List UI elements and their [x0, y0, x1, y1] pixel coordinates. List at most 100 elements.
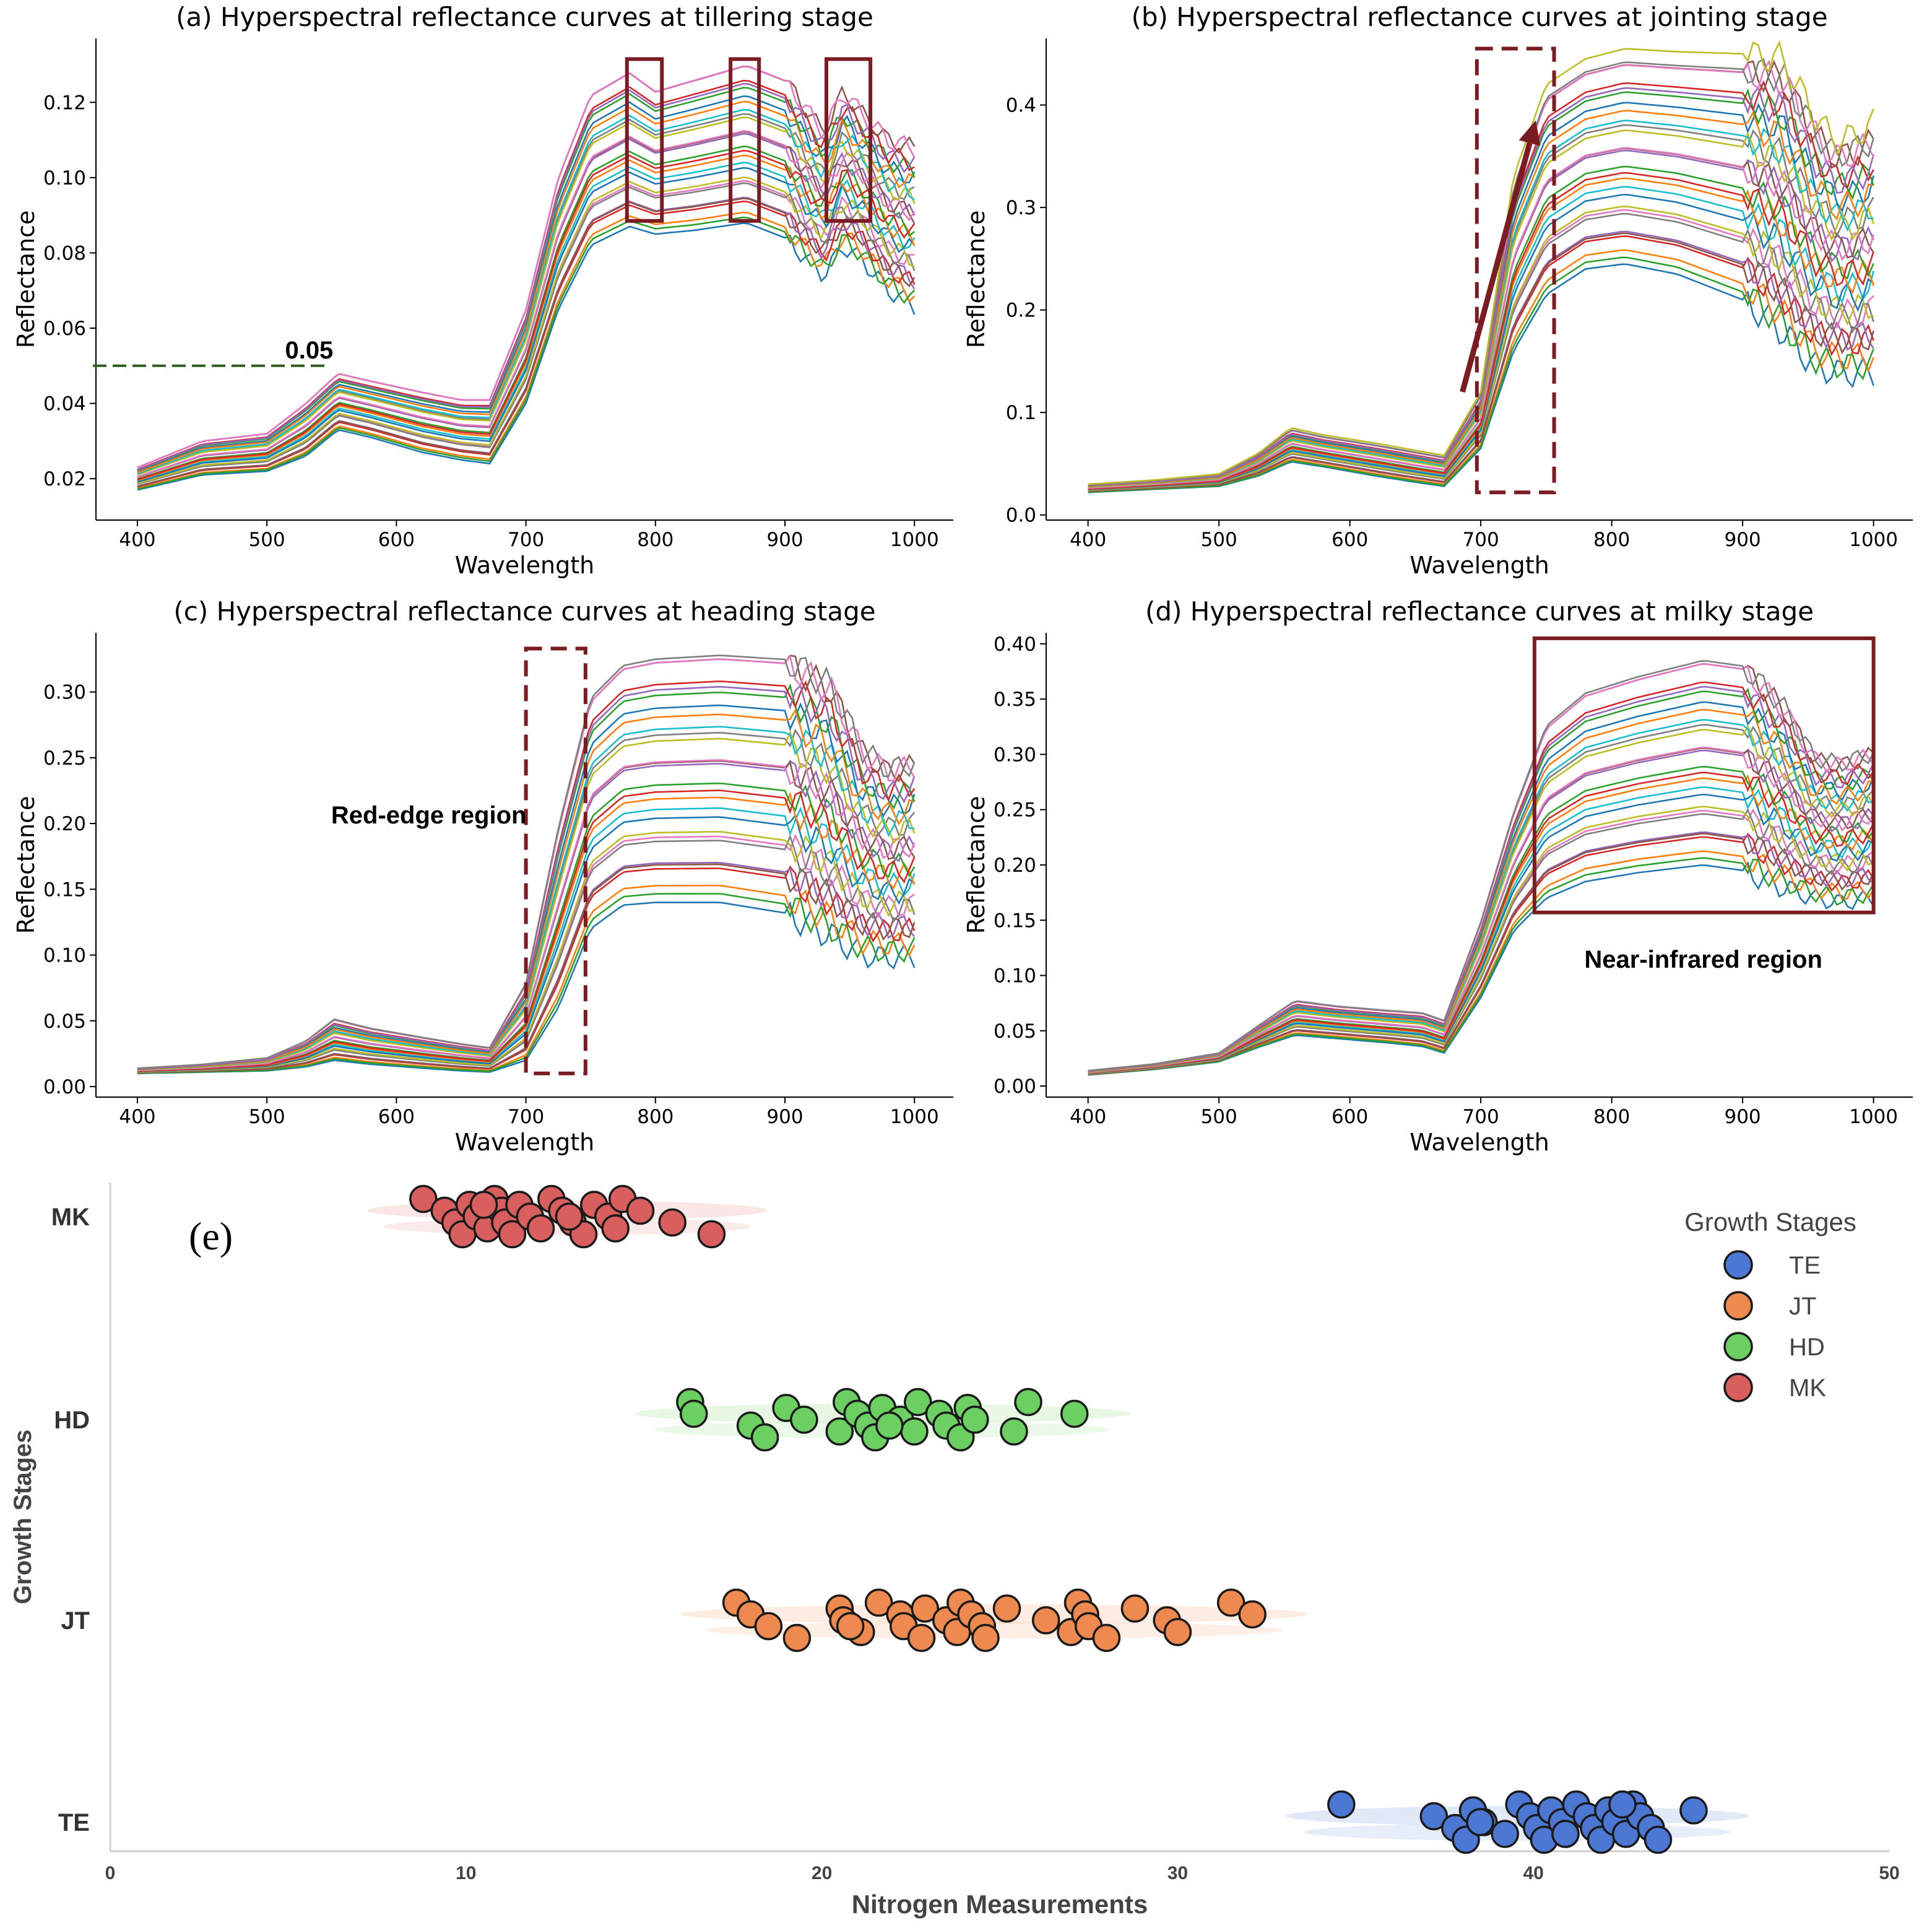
y-tick-label: 0.3 [1006, 197, 1036, 219]
data-point-mk [526, 1214, 555, 1243]
data-point-te [1327, 1790, 1356, 1819]
spectrum-curve [137, 82, 916, 471]
y-axis-label: Growth Stages [9, 1430, 37, 1604]
legend-label: HD [1789, 1334, 1825, 1361]
data-point-hd [900, 1417, 929, 1446]
spectrum-curve [1088, 746, 1874, 1074]
spectrum-curve [1088, 771, 1874, 1074]
data-point-jt [754, 1612, 783, 1641]
spectrum-curve [137, 87, 916, 472]
data-point-jt [1163, 1618, 1192, 1646]
x-tick-label: 800 [637, 1106, 674, 1128]
legend-marker [1723, 1332, 1753, 1361]
spectrum-curve [1088, 857, 1874, 1076]
x-tick-label: 50 [1879, 1863, 1899, 1883]
spectrum-curve [1088, 85, 1874, 487]
x-axis-label: Wavelength [1410, 552, 1549, 579]
y-tick-label: 0.10 [994, 965, 1036, 988]
spectrum-curve [1088, 663, 1874, 1072]
y-tick-label: 0.04 [43, 393, 86, 415]
spectrum-curve [1088, 663, 1874, 1072]
legend-marker [1723, 1250, 1753, 1280]
x-tick-label: 1000 [1849, 1106, 1898, 1128]
spectrum-curve [137, 132, 916, 478]
panel-label: (e) [189, 1214, 233, 1258]
increase-arrow-shaft [1460, 142, 1533, 393]
data-point-jt [836, 1612, 865, 1641]
nir-box [1532, 636, 1876, 914]
spectrum-curve [1088, 724, 1874, 1073]
legend-marker [1723, 1291, 1753, 1321]
data-point-hd [679, 1399, 708, 1428]
data-point-hd [1060, 1399, 1089, 1428]
x-tick-label: 500 [1201, 1106, 1237, 1128]
x-tick-label: 700 [508, 1106, 544, 1128]
x-tick-label: 600 [1332, 1106, 1368, 1128]
data-point-jt [911, 1594, 940, 1623]
data-point-hd [875, 1411, 904, 1440]
x-tick-label: 600 [378, 529, 415, 551]
threshold-label: 0.05 [285, 337, 333, 364]
x-tick-label: 700 [1463, 1106, 1499, 1128]
y-tick-label: 0.1 [1006, 402, 1036, 424]
chart-title: (a) Hyperspectral reflectance curves at … [176, 2, 873, 32]
x-tick-label: 600 [378, 1106, 415, 1128]
spectrum-curve [1088, 40, 1874, 485]
data-point-mk [658, 1208, 687, 1237]
data-point-hd [790, 1405, 818, 1434]
data-point-mk [626, 1196, 655, 1225]
chart-title: (b) Hyperspectral reflectance curves at … [1131, 2, 1827, 32]
data-point-jt [992, 1594, 1021, 1623]
x-tick-label: 400 [1070, 1106, 1106, 1128]
x-tick-label: 800 [637, 529, 674, 551]
data-point-te [1608, 1790, 1637, 1819]
y-tick-label: 0.15 [43, 879, 86, 901]
spectrum-curve [137, 131, 916, 478]
spectrum-curve [137, 216, 916, 490]
data-point-te [1644, 1825, 1673, 1854]
y-tick-label: 0.25 [994, 799, 1036, 822]
legend: Growth Stages TE JT HD MK [1684, 1207, 1856, 1402]
x-tick-label: 1000 [890, 1106, 939, 1128]
red-edge-box [1475, 46, 1556, 495]
y-tick-label: 0.05 [994, 1020, 1036, 1043]
x-tick-label: 400 [119, 1106, 155, 1128]
spectrum-curve [137, 100, 915, 474]
data-point-te [1679, 1796, 1708, 1825]
data-point-mk [409, 1184, 438, 1214]
x-tick-label: 800 [1593, 1106, 1630, 1128]
spectrum-curve [137, 863, 916, 1074]
x-tick-label: 1000 [890, 529, 939, 551]
data-point-te [1419, 1802, 1449, 1831]
x-tick-label: 900 [1724, 1106, 1761, 1128]
spectrum-curve [137, 95, 916, 473]
y-tick-label: 0.0 [1006, 505, 1036, 527]
spectrum-curve [1088, 685, 1874, 1072]
spectrum-curve [1088, 256, 1874, 493]
data-point-mk [697, 1220, 726, 1249]
chart-title: (d) Hyperspectral reflectance curves at … [1145, 596, 1814, 627]
data-point-hd [1014, 1387, 1042, 1417]
legend-label: MK [1789, 1374, 1826, 1402]
legend-label: JT [1789, 1293, 1816, 1320]
y-tick-label: 0.10 [43, 945, 86, 967]
y-tick-label: 0.25 [43, 747, 86, 770]
data-point-jt [907, 1623, 936, 1652]
data-point-jt [1031, 1606, 1060, 1635]
y-tick-label: 0.2 [1006, 300, 1036, 322]
x-tick-label: 20 [812, 1863, 832, 1883]
highlight-box [625, 57, 664, 223]
y-tick-label: 0.15 [994, 910, 1036, 932]
spectrum-curve [137, 176, 915, 485]
y-tick-label: 0.00 [43, 1076, 86, 1098]
spectrum-curve [1088, 747, 1874, 1074]
x-tick-label: 500 [249, 529, 285, 551]
y-tick-label: 0.12 [43, 92, 86, 114]
panel-d: 400 500 600 700 800 900 1000 0.00 0.05 0.10 0.15 0.… [963, 596, 1913, 1156]
y-axis-label: Reflectance [963, 796, 990, 934]
y-axis-label: Reflectance [963, 211, 990, 349]
legend-marker [1723, 1373, 1753, 1402]
data-point-jt [782, 1623, 812, 1652]
category-label: MK [51, 1204, 90, 1231]
